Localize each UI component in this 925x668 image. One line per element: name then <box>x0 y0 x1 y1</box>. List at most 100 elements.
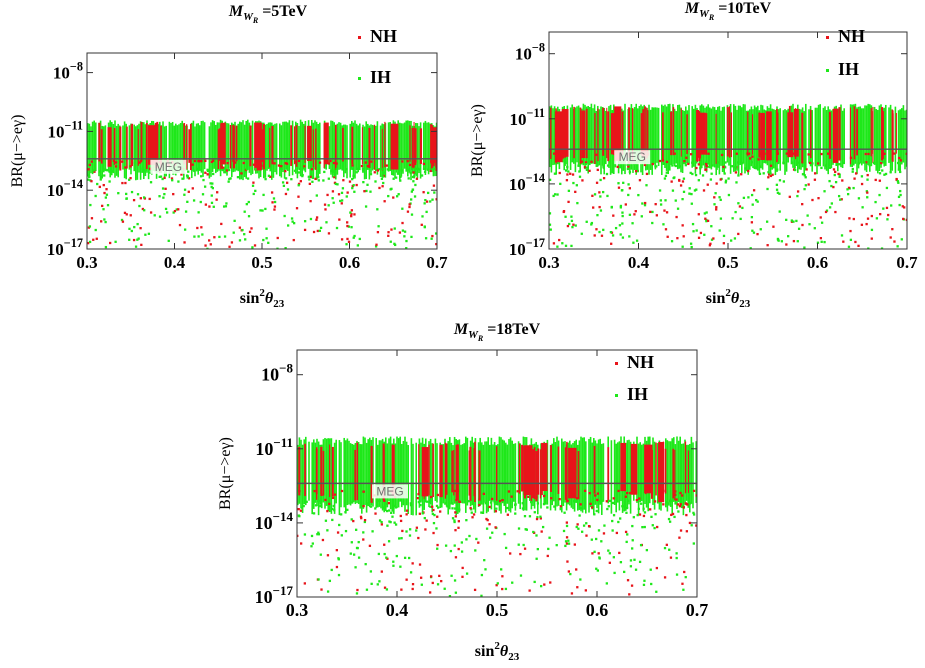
meg-label-bg <box>614 150 651 165</box>
ih-point <box>407 177 410 180</box>
nh-point <box>675 215 678 219</box>
ih-point <box>467 500 471 503</box>
ih-point <box>227 168 231 172</box>
ih-point <box>659 199 663 202</box>
ih-point <box>197 211 200 214</box>
nh-strip <box>621 111 624 155</box>
legend-label-nh: NH <box>370 26 397 46</box>
ih-point <box>138 204 141 208</box>
nh-point <box>854 172 858 175</box>
ih-strip <box>427 122 430 175</box>
ih-point <box>674 199 677 202</box>
ih-point <box>593 550 596 553</box>
nh-point <box>130 161 134 164</box>
nh-strip <box>249 125 252 167</box>
ih-point <box>307 175 311 178</box>
y-tick-label: 10−8 <box>53 60 83 83</box>
nh-point <box>415 526 419 529</box>
ih-point <box>136 193 140 196</box>
ih-point <box>611 170 614 173</box>
nh-point <box>769 174 773 178</box>
ih-point <box>846 188 849 191</box>
ih-point <box>300 506 304 509</box>
nh-strip <box>535 451 538 502</box>
nh-point <box>665 211 669 214</box>
ih-point <box>334 182 337 186</box>
ih-strip <box>741 107 743 173</box>
nh-point <box>566 560 569 563</box>
ih-point <box>310 534 314 538</box>
ih-strip <box>723 106 725 174</box>
nh-point <box>893 240 896 243</box>
ih-point <box>435 527 438 530</box>
ih-point <box>638 560 642 564</box>
ih-point <box>682 177 686 180</box>
ih-point <box>549 228 552 231</box>
ih-strip <box>867 103 869 166</box>
ih-point <box>750 193 754 197</box>
ih-strip <box>581 437 584 513</box>
nh-point <box>132 238 136 242</box>
nh-point <box>238 226 242 229</box>
ih-strip <box>755 107 757 170</box>
nh-point <box>629 491 632 495</box>
nh-strip <box>856 109 858 156</box>
ih-point <box>690 202 693 205</box>
legend-marker-nh <box>358 36 361 39</box>
ih-point <box>137 237 140 240</box>
ih-point <box>684 575 687 579</box>
ih-point <box>688 187 691 190</box>
ih-point <box>315 194 318 197</box>
ih-strip <box>346 438 349 506</box>
nh-strip <box>414 128 417 163</box>
nh-point <box>683 160 686 163</box>
ih-point <box>393 504 396 508</box>
nh-point <box>439 510 442 513</box>
ih-point <box>778 179 782 182</box>
nh-strip <box>646 107 648 159</box>
ih-point <box>254 167 257 171</box>
ih-point <box>693 189 697 192</box>
ih-point <box>718 196 721 199</box>
nh-point <box>656 525 659 529</box>
ih-point <box>574 224 577 227</box>
ih-point <box>595 567 598 570</box>
nh-point <box>392 196 395 199</box>
ih-point <box>415 173 419 176</box>
nh-point <box>807 153 810 156</box>
nh-point <box>566 173 569 176</box>
nh-point <box>501 575 504 578</box>
ih-strip <box>628 439 630 505</box>
ih-point <box>782 161 785 164</box>
nh-point <box>242 161 245 165</box>
ih-point <box>354 566 357 569</box>
ih-point <box>620 189 624 192</box>
nh-strip <box>581 110 586 159</box>
nh-strip <box>304 443 306 497</box>
ih-point <box>668 520 672 523</box>
ih-strip <box>878 105 881 172</box>
nh-point <box>748 152 751 155</box>
ih-point <box>580 232 583 235</box>
nh-point <box>90 217 94 220</box>
nh-point <box>769 164 773 167</box>
nh-strip <box>541 442 548 491</box>
ih-point <box>87 178 90 181</box>
ih-point <box>345 168 348 171</box>
ih-strip <box>394 443 397 507</box>
nh-point <box>565 521 569 524</box>
ih-strip <box>657 443 659 504</box>
nh-point <box>751 155 754 158</box>
ih-strip <box>300 439 302 509</box>
nh-strip <box>390 123 399 170</box>
nh-point <box>649 210 652 214</box>
nh-strip <box>229 124 232 169</box>
ih-point <box>626 163 629 166</box>
ih-point <box>391 515 394 518</box>
ih-point <box>470 511 473 514</box>
ih-point <box>517 543 520 546</box>
ih-point <box>378 499 381 502</box>
ih-point <box>353 234 356 238</box>
nh-point <box>494 510 498 513</box>
nh-point <box>250 227 253 230</box>
